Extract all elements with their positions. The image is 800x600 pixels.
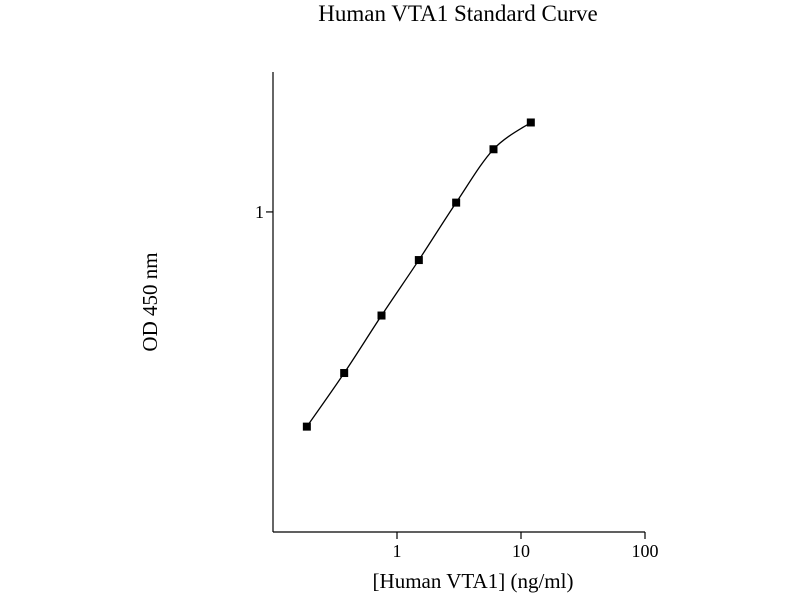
curve-line-0 (306, 121, 532, 428)
data-point-1 (340, 369, 349, 378)
x-tick-label-10: 10 (512, 541, 530, 561)
data-markers (302, 118, 535, 431)
x-tick-label-100: 100 (632, 541, 659, 561)
x-tick-label-1: 1 (393, 541, 402, 561)
data-point-4 (452, 198, 461, 207)
data-point-2 (377, 311, 386, 320)
fitted-curve (306, 121, 532, 428)
y-tick-label-1: 1 (255, 202, 264, 222)
data-point-6 (526, 118, 535, 127)
data-point-5 (489, 145, 498, 154)
y-axis-title: OD 450 nm (138, 252, 162, 351)
data-point-0 (302, 422, 311, 431)
chart-title: Human VTA1 Standard Curve (318, 1, 597, 26)
axes: 1 10 100 1 (255, 72, 659, 561)
x-axis-title: [Human VTA1] (ng/ml) (373, 569, 574, 593)
data-point-3 (414, 256, 423, 265)
